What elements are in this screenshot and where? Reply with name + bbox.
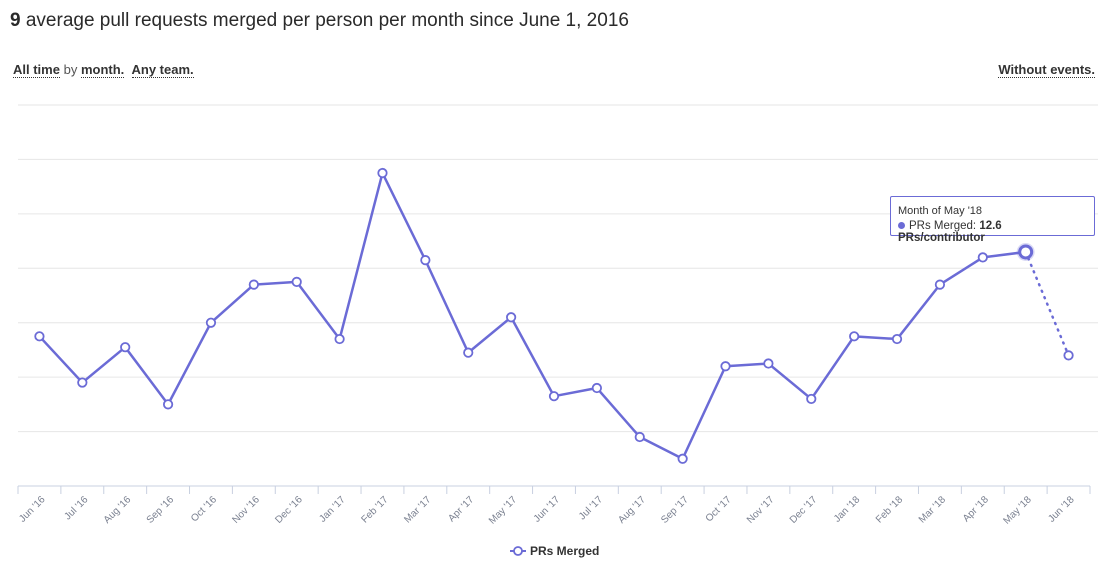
x-tick-label: Jan '17 (317, 494, 348, 525)
period-filter[interactable]: month. (80, 62, 125, 78)
series-dot-icon (898, 222, 905, 229)
series-line-partial-period (1024, 250, 1070, 357)
data-point[interactable] (120, 342, 131, 353)
data-point[interactable] (934, 279, 946, 290)
x-tick-label: Oct '16 (189, 494, 219, 524)
x-tick-label: Jan '18 (832, 494, 863, 525)
legend-item-prs-merged[interactable]: PRs Merged (510, 544, 599, 558)
events-filter-bar: Without events. (998, 62, 1095, 78)
x-tick-label: Sep '17 (659, 494, 691, 526)
title-value: 9 (10, 10, 21, 31)
x-tick-label: Feb '17 (359, 494, 390, 525)
data-point[interactable] (891, 333, 903, 345)
legend-line-marker-icon (510, 546, 526, 556)
data-point[interactable] (977, 252, 988, 263)
tooltip: Month of May '18 PRs Merged: 12.6 PRs/co… (890, 196, 1095, 244)
x-tick-label: Sep '16 (145, 494, 177, 526)
data-point[interactable] (34, 331, 45, 342)
data-point[interactable] (463, 347, 474, 358)
x-tick-label: Nov '17 (745, 494, 777, 526)
x-tick-label: Apr '17 (446, 494, 476, 524)
tooltip-heading: Month of May '18 (898, 205, 983, 217)
x-tick-label: Aug '17 (616, 494, 648, 526)
x-tick-label: Aug '16 (102, 494, 134, 526)
page-title: 9 average pull requests merged per perso… (10, 10, 629, 32)
data-point[interactable] (377, 167, 388, 179)
data-point[interactable] (291, 276, 302, 287)
data-point[interactable] (677, 453, 688, 464)
x-tick-label: Nov '16 (230, 494, 262, 526)
x-tick-label: Jun '16 (17, 494, 48, 525)
x-tick-label: Jul '16 (62, 494, 90, 522)
tooltip-label: PRs Merged: (909, 220, 977, 232)
time-range-filter[interactable]: All time (13, 62, 60, 78)
title-text: average pull requests merged per person … (20, 10, 629, 31)
data-point[interactable] (1063, 350, 1074, 361)
data-point[interactable] (763, 358, 774, 369)
data-point[interactable] (806, 393, 817, 405)
events-filter[interactable]: Without events. (998, 62, 1095, 78)
x-tick-label: Mar '18 (917, 494, 948, 525)
x-tick-label: May '17 (487, 494, 520, 527)
x-tick-label: Jun '18 (1046, 494, 1077, 525)
data-point[interactable] (591, 382, 602, 394)
data-point[interactable] (634, 431, 645, 443)
data-point[interactable] (248, 279, 259, 290)
data-point[interactable] (334, 333, 345, 345)
x-tick-label: Apr '18 (961, 494, 991, 524)
data-point[interactable] (205, 317, 217, 328)
data-point[interactable] (420, 255, 431, 266)
data-point[interactable] (506, 312, 517, 323)
x-tick-label: Jun '17 (532, 494, 563, 525)
x-tick-label: Dec '16 (273, 494, 305, 526)
data-point[interactable] (162, 399, 174, 410)
x-tick-label: Dec '17 (788, 494, 820, 526)
series-line-prs-merged (38, 171, 1026, 461)
team-filter[interactable]: Any team. (131, 62, 194, 78)
legend-label: PRs Merged (530, 544, 600, 558)
tooltip-value: 12.6 PRs/contributor (898, 220, 1002, 244)
filter-bar: All time by month. Any team. (13, 62, 194, 78)
x-tick-label: Feb '18 (874, 494, 905, 525)
by-label: by (63, 62, 78, 77)
x-tick-label: Oct '17 (704, 494, 734, 524)
data-point[interactable] (77, 377, 88, 388)
x-tick-label: May '18 (1001, 494, 1034, 527)
x-tick-label: Mar '17 (402, 494, 433, 525)
data-point[interactable] (548, 391, 560, 402)
x-tick-label: Jul '17 (577, 494, 605, 522)
data-point[interactable] (849, 331, 860, 342)
data-point[interactable] (1018, 244, 1034, 260)
data-point[interactable] (720, 361, 731, 372)
